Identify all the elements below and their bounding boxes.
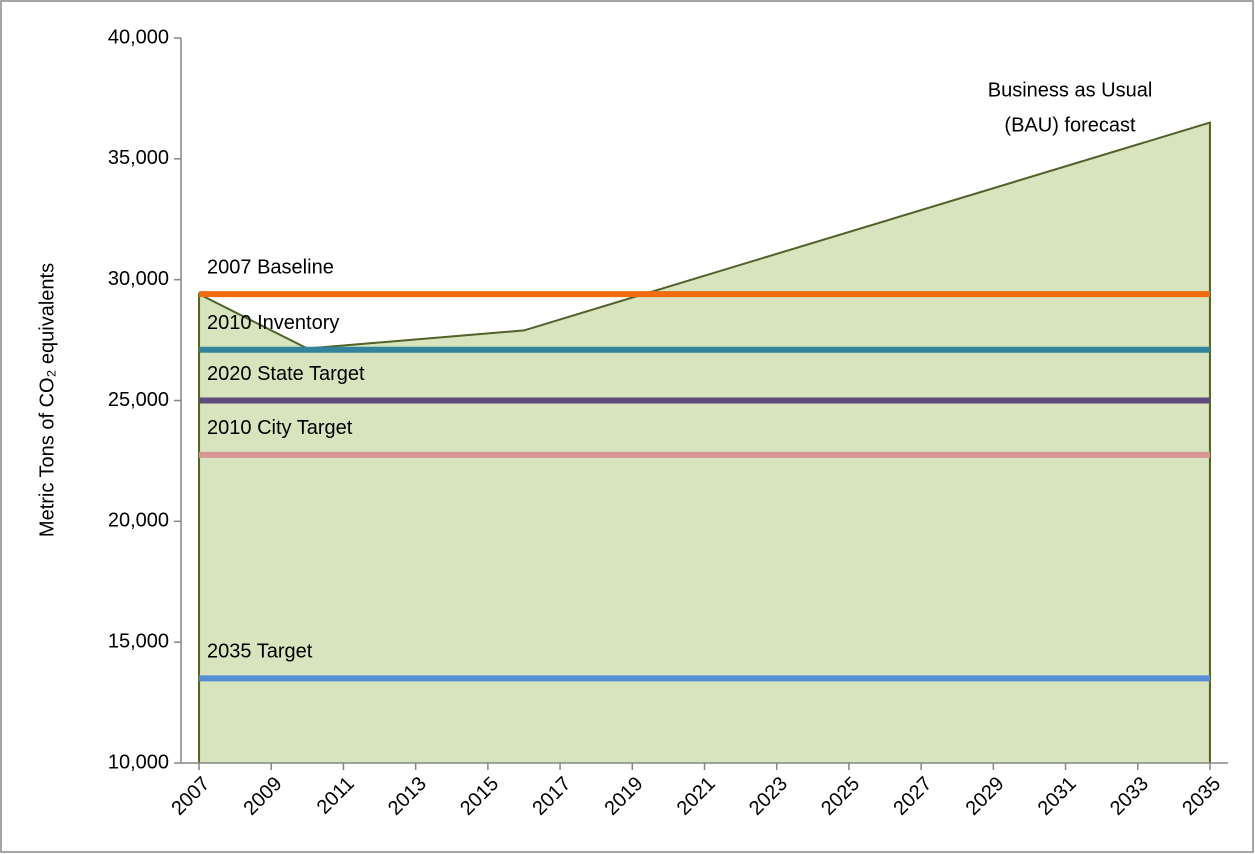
target-label: 2035 Target xyxy=(207,641,313,663)
bau-area xyxy=(199,122,1210,764)
y-tick-label: 15,000 xyxy=(108,630,169,652)
target-label: 2007 Baseline xyxy=(207,256,334,278)
y-tick-label: 40,000 xyxy=(108,26,169,48)
y-tick-label: 35,000 xyxy=(108,147,169,169)
annotation: (BAU) forecast xyxy=(1004,114,1136,136)
target-label: 2010 City Target xyxy=(207,417,353,439)
y-tick-label: 25,000 xyxy=(108,389,169,411)
annotation: Business as Usual xyxy=(988,79,1153,101)
bau-line xyxy=(198,121,1211,763)
y-tick-label: 20,000 xyxy=(108,510,169,532)
y-tick-label: 10,000 xyxy=(108,751,169,773)
y-axis-label: Metric Tons of CO₂ equivalents xyxy=(36,263,58,537)
target-label: 2020 State Target xyxy=(207,363,365,385)
y-tick-label: 30,000 xyxy=(108,268,169,290)
target-label: 2010 Inventory xyxy=(207,312,339,334)
